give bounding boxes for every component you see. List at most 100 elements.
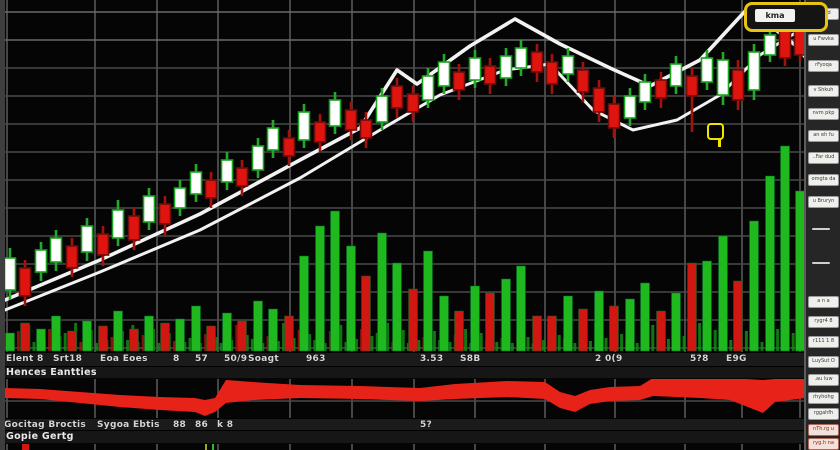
bull-candle (266, 127, 280, 151)
bull-candle (514, 47, 528, 69)
micro-volume-bar (297, 330, 301, 351)
volume-bar (594, 290, 604, 352)
axis-tick-label: S8B (460, 354, 481, 364)
volume-bar (160, 322, 170, 352)
micro-volume-bar (313, 340, 317, 351)
bear-candle (204, 179, 218, 199)
indicator2-title-bar[interactable]: Gopie Gertg (0, 430, 806, 444)
volume-bar (547, 315, 557, 352)
axis-tick-label: 57 (195, 354, 209, 364)
volume-bar (315, 225, 325, 352)
micro-volume-bar (141, 335, 145, 351)
micro-volume-bar (32, 342, 36, 351)
volume-bar (175, 318, 185, 352)
axis-tick-label: 3.53 (420, 354, 444, 364)
volume-bar (656, 310, 666, 352)
micro-volume-bar (588, 341, 592, 351)
volume-bar (20, 322, 30, 352)
micro-volume-bar (250, 339, 254, 351)
indicator2-mark (22, 444, 29, 450)
micro-volume-bar (110, 337, 114, 351)
bear-candle (530, 51, 544, 73)
volume-bar (113, 310, 123, 352)
axis-tick-label: E9G (726, 354, 747, 364)
bull-candle (716, 59, 730, 96)
micro-volume-bar (292, 338, 296, 351)
micro-volume-bar (276, 341, 280, 351)
price-axis-dash (812, 262, 830, 264)
price-axis-dash (812, 228, 830, 230)
bull-candle (49, 237, 63, 263)
bull-candle (437, 61, 451, 87)
micro-volume-bar (401, 330, 405, 351)
micro-volume-bar (744, 331, 748, 351)
oscillator-panel-canvas[interactable] (0, 377, 840, 418)
micro-volume-bar (620, 334, 624, 351)
volume-bar (222, 312, 232, 352)
indicator1-title: Hences Eantties (6, 367, 97, 378)
volume-bar (237, 320, 247, 352)
micro-volume-bar (432, 331, 436, 351)
micro-volume-bar (495, 342, 499, 351)
price-alert-label: kma (755, 9, 795, 22)
micro-volume-bar (157, 343, 161, 351)
micro-volume-bar (126, 340, 130, 351)
micro-volume-bar (339, 325, 343, 351)
volume-bar (516, 265, 526, 352)
micro-volume-bar (219, 343, 223, 351)
axis-tick-label: 88 (173, 420, 187, 430)
bear-candle (96, 233, 110, 256)
micro-volume-bar (464, 329, 468, 351)
indicator2-title: Gopie Gertg (6, 431, 74, 442)
micro-volume-bar (354, 339, 358, 351)
price-alert-box[interactable]: kma (744, 2, 828, 32)
bear-candle (483, 65, 497, 85)
axis-tick-label: Eoa Eoes (100, 354, 148, 364)
axis-tick-label: 5?8 (690, 354, 709, 364)
bull-candle (173, 187, 187, 209)
micro-volume-bar (479, 333, 483, 351)
bull-candle (638, 81, 652, 103)
micro-volume-bar (282, 323, 286, 351)
bear-candle (731, 69, 745, 101)
micro-volume-bar (323, 343, 327, 351)
volume-bar (346, 245, 356, 352)
volume-bar (51, 315, 61, 352)
price-axis-label: ryg.h na (808, 438, 839, 450)
bear-candle (65, 245, 79, 269)
indicator2-mark (212, 442, 214, 450)
micro-volume-bar (214, 337, 218, 351)
micro-volume-bar (308, 334, 312, 351)
axis-tick-label: Sygoa Ebtis (97, 420, 160, 430)
price-axis-label: LuySut O (808, 356, 839, 368)
bull-candle (421, 75, 435, 101)
micro-volume-bar (448, 342, 452, 351)
price-axis-label: v Shkuh (808, 85, 839, 97)
volume-bar (5, 332, 15, 352)
volume-bar (268, 308, 278, 352)
volume-bar (780, 145, 790, 352)
bull-candle (251, 145, 265, 171)
bull-candle (34, 249, 48, 273)
bear-candle (158, 203, 172, 225)
volume-bar (625, 298, 635, 352)
volume-bar (578, 308, 588, 352)
volume-bar (191, 305, 201, 352)
axis-tick-label: Gocitag Broctis (4, 420, 87, 430)
volume-bar (67, 330, 77, 352)
axis-tick-label: 86 (195, 420, 209, 430)
indicator1-title-bar[interactable]: Hences Eantties (0, 366, 806, 379)
bear-candle (778, 29, 792, 59)
volume-bar (361, 275, 371, 352)
volume-bar (501, 278, 511, 352)
micro-volume-bar (375, 333, 379, 351)
micro-volume-bar (729, 340, 733, 351)
candlestick-chart-canvas[interactable] (0, 0, 840, 352)
bear-candle (452, 71, 466, 91)
micro-volume-bar (261, 343, 265, 351)
axis-tick-label: 963 (306, 354, 326, 364)
volume-bar (563, 295, 573, 352)
bear-candle (313, 121, 327, 143)
